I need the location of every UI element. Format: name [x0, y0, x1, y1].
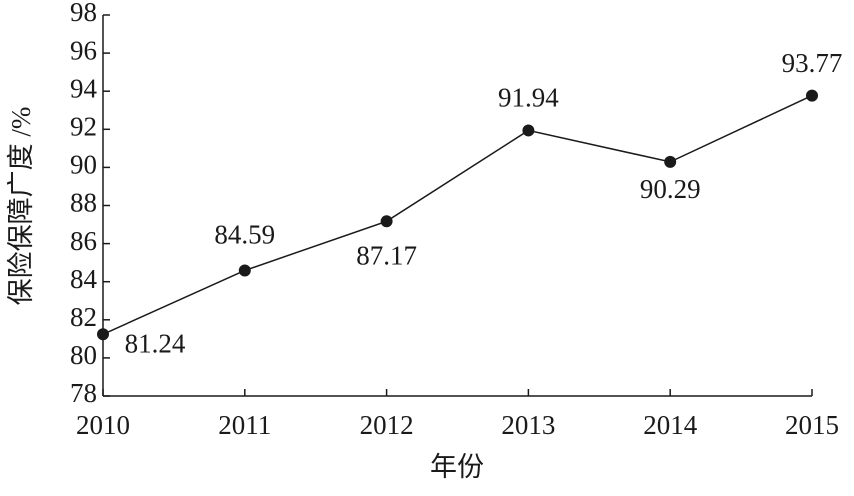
point	[664, 155, 677, 168]
point	[806, 89, 818, 102]
x-tick-label: 2012	[360, 410, 414, 440]
line	[102, 94, 813, 335]
y-tick-label: 78	[70, 378, 97, 408]
x-tick-label: 2011	[218, 410, 271, 440]
data-label: 93.77	[782, 48, 843, 78]
y-tick-label: 98	[70, 0, 97, 27]
y-tick-label: 84	[70, 264, 98, 294]
data-label: 90.29	[640, 174, 701, 204]
data-label: 91.94	[498, 83, 559, 113]
point	[522, 124, 535, 137]
x-tick-label: 2013	[501, 410, 555, 440]
y-tick-label: 92	[70, 112, 97, 142]
y-tick-label: 82	[70, 302, 97, 332]
point	[380, 215, 393, 228]
y-tick-label: 86	[70, 226, 97, 256]
point	[97, 328, 109, 341]
y-tick-label: 90	[70, 150, 97, 180]
x-axis-label: 年份	[430, 452, 484, 482]
data-label: 81.24	[125, 328, 186, 358]
y-tick-label: 88	[70, 188, 97, 218]
data-label: 84.59	[214, 220, 275, 250]
x-tick-label: 2014	[643, 410, 698, 440]
y-tick-label: 96	[70, 35, 97, 65]
y-tick-label: 80	[70, 340, 97, 370]
data-label: 87.17	[356, 241, 417, 271]
x-tick-label: 2010	[76, 410, 130, 440]
x-tick-label: 2015	[785, 410, 839, 440]
point	[238, 264, 251, 277]
y-tick-label: 94	[70, 73, 98, 103]
y-axis-label: 保险保障广度 /%	[6, 107, 36, 306]
